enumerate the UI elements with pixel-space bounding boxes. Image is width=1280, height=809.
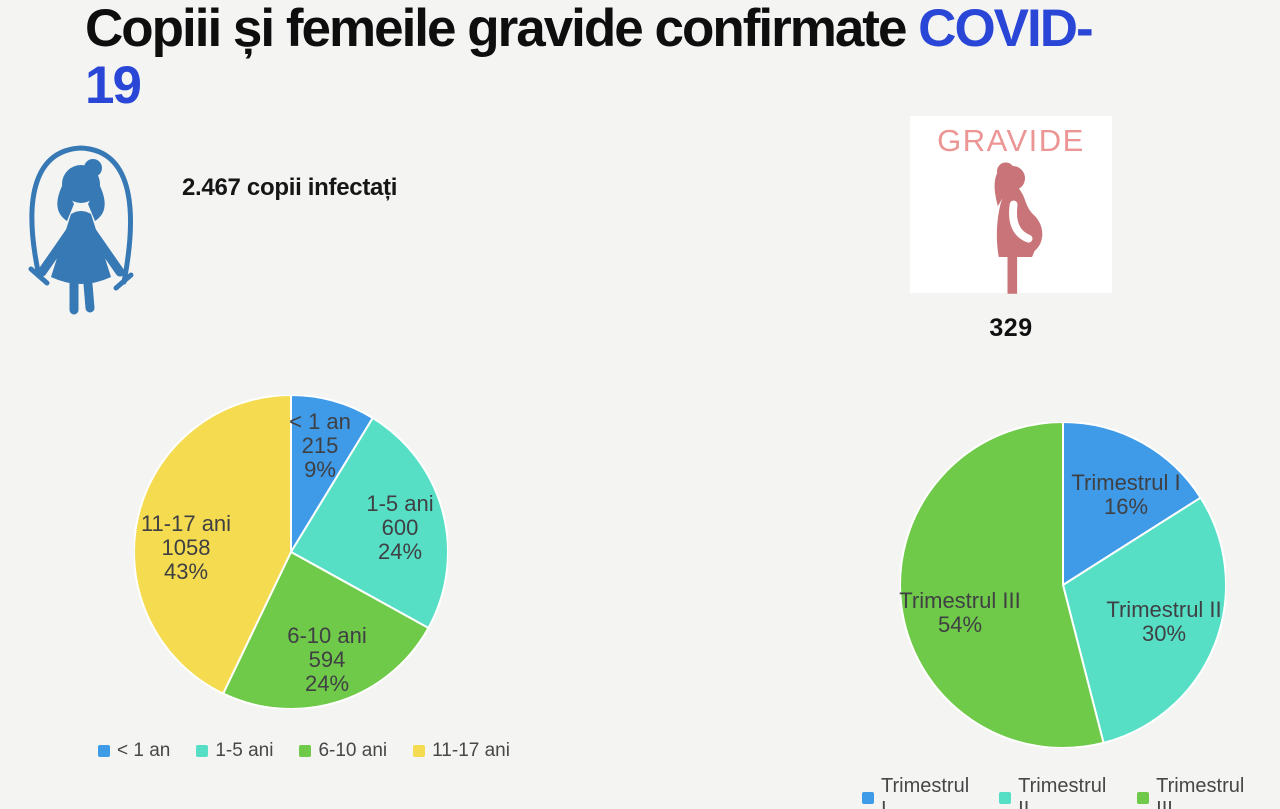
title-text-black: Copiii și femeile gravide confirmate [85, 0, 919, 58]
legend-swatch-6-10 [299, 745, 312, 757]
children-count-label: 2.467 copii infectați [182, 174, 398, 201]
pie-slice-11-17 ani [134, 395, 292, 695]
gravide-card-label: GRAVIDE [937, 123, 1085, 158]
legend-item: < 1 an [98, 740, 170, 762]
legend-label: Trimestrul II [1018, 775, 1107, 809]
legend-label: 11-17 ani [432, 740, 510, 761]
pregnant-woman-icon [967, 162, 1055, 303]
legend-swatch-1-5 [196, 745, 209, 757]
legend-swatch-under-1 [98, 745, 110, 757]
pie-slice-< 1 an [290, 395, 374, 553]
legend-label: Trimestrul I [881, 775, 970, 809]
legend-item: 1-5 ani [196, 740, 273, 762]
title-covid-highlight: COVID- [918, 0, 1093, 58]
legend-swatch-11-17 [413, 745, 426, 757]
legend-item: Trimestrul II [999, 775, 1107, 809]
children-pie-chart [134, 395, 448, 709]
gravide-card: GRAVIDE [910, 116, 1112, 294]
legend-label: < 1 an [117, 740, 171, 761]
legend-item: Trimestrul I [862, 775, 969, 809]
pregnant-pie-chart [900, 422, 1226, 748]
pregnant-count-label: 329 [989, 314, 1033, 342]
legend-item: 6-10 ani [299, 740, 387, 762]
legend-item: 11-17 ani [413, 740, 510, 762]
pie-slice-Trimestrul III [900, 422, 1105, 748]
legend-label: Trimestrul III [1156, 775, 1245, 809]
legend-swatch-t3 [1137, 792, 1150, 804]
pregnant-slice-label-t1: Trimestrul I 16% [1071, 470, 1181, 519]
children-slice-label-6-10: 6-10 ani 594 24% [287, 623, 367, 696]
legend-swatch-t2 [999, 792, 1012, 804]
title-covid-highlight-line2: 19 [85, 56, 142, 115]
pregnant-slice-label-t2: Trimestrul II 30% [1106, 597, 1222, 646]
pregnant-legend: Trimestrul I Trimestrul II Trimestrul II… [862, 775, 1280, 809]
children-slice-label-under-1: < 1 an 215 9% [289, 409, 351, 482]
slide-title: Copiii și femeile gravide confirmate COV… [85, 0, 1245, 114]
children-slice-label-1-5: 1-5 ani 600 24% [366, 491, 434, 564]
children-slice-label-11-17: 11-17 ani 1058 43% [140, 511, 232, 584]
pie-slice-Trimestrul I [1062, 422, 1202, 586]
pie-slice-Trimestrul II [1062, 496, 1226, 744]
legend-label: 1-5 ani [215, 740, 274, 761]
children-legend: < 1 an 1-5 ani 6-10 ani 11-17 ani [98, 740, 536, 762]
legend-item: Trimestrul III [1137, 775, 1250, 809]
legend-swatch-t1 [862, 792, 874, 804]
pregnant-slice-label-t3: Trimestrul III 54% [899, 588, 1021, 637]
legend-label: 6-10 ani [318, 740, 388, 761]
girl-jumping-rope-icon [26, 126, 136, 316]
pie-slice-1-5 ani [290, 416, 448, 629]
pie-slice-6-10 ani [222, 551, 430, 709]
